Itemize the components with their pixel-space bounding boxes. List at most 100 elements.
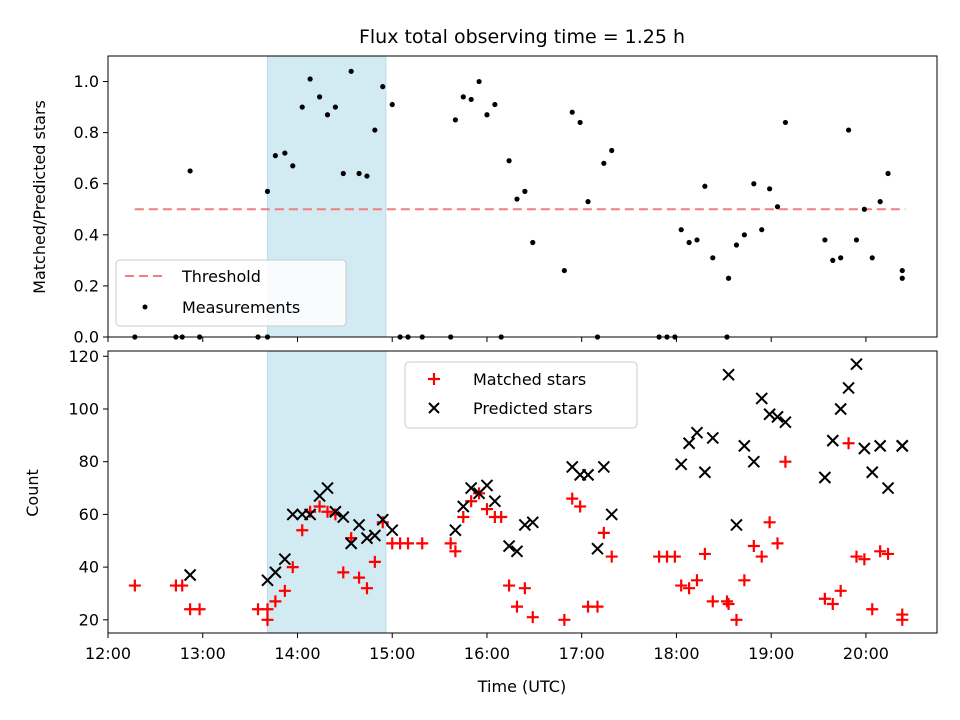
predicted-star-point <box>706 431 719 445</box>
measurement-point <box>733 242 740 248</box>
measurement-point <box>741 232 747 238</box>
predicted-star-point <box>368 529 382 542</box>
predicted-star-point <box>183 568 197 582</box>
predicted-star-point <box>779 415 792 429</box>
measurement-point <box>290 163 296 169</box>
y-tick-label: 20 <box>79 610 99 629</box>
predicted-star-point <box>464 481 478 495</box>
matched-star-point <box>683 582 696 595</box>
matched-star-point <box>574 500 587 513</box>
matched-star-point <box>296 524 309 537</box>
measurement-point <box>356 170 362 177</box>
matched-star-point <box>526 611 539 624</box>
matched-star-point <box>597 526 610 539</box>
predicted-star-point <box>337 510 350 524</box>
matched-star-point <box>858 553 871 566</box>
count-points <box>128 357 909 626</box>
bottom-axes-frame <box>107 350 938 634</box>
predicted-star-point <box>850 357 863 371</box>
measurement-point <box>389 101 395 108</box>
matched-star-point <box>763 516 776 529</box>
matched-star-point <box>449 545 462 558</box>
matched-star-point <box>402 537 415 550</box>
matched-star-point <box>360 582 373 595</box>
matched-star-point <box>818 592 831 605</box>
matched-star-point <box>850 550 863 563</box>
measurement-point <box>686 239 692 246</box>
matched-star-point <box>834 584 847 597</box>
top-legend-box <box>115 259 347 327</box>
matched-star-point <box>337 566 350 579</box>
predicted-star-point <box>842 381 855 395</box>
bottom-panel: 20 40 60 80 100 120 12:00 13:00 14:00 15:00 16:00… <box>23 347 938 696</box>
predicted-star-point <box>286 508 299 521</box>
matched-star-point <box>193 603 206 616</box>
predicted-star-point <box>698 466 712 479</box>
predicted-star-point <box>866 466 879 479</box>
measurement-point <box>702 183 708 189</box>
y-tick-label: 0.0 <box>74 328 99 347</box>
predicted-star-point <box>352 518 366 532</box>
predicted-star-point <box>597 460 611 474</box>
matched-star-point <box>738 574 751 587</box>
matched-star-point <box>368 555 381 568</box>
matched-star-point <box>566 492 579 505</box>
matched-star-point <box>261 613 274 626</box>
x-tick-label: 13:00 <box>180 644 226 663</box>
measurements-legend-label: Measurements <box>182 298 300 317</box>
measurement-point <box>822 237 828 243</box>
measurement-point <box>725 275 732 281</box>
matched-star-point <box>510 600 523 613</box>
measurement-point <box>187 168 193 174</box>
bottom-y-ticks: 20 40 60 80 100 120 <box>68 347 108 629</box>
predicted-star-point <box>771 410 784 424</box>
predicted-star-point <box>376 513 389 526</box>
matched-star-point <box>591 600 604 613</box>
predicted-star-point <box>591 542 604 555</box>
measurement-point <box>332 104 338 110</box>
predicted-star-point <box>873 439 887 453</box>
predicted-star-point <box>755 392 768 405</box>
y-tick-label: 40 <box>79 558 99 577</box>
matched-star-point <box>278 584 291 597</box>
predicted-star-point <box>747 455 761 468</box>
measurement-point <box>299 104 305 110</box>
matched-star-point <box>882 547 895 560</box>
matched-star-point <box>605 550 618 563</box>
x-tick-label: 17:00 <box>559 644 605 663</box>
matched-star-point <box>495 511 508 524</box>
predicted-star-point <box>386 524 399 537</box>
predicted-star-point <box>526 516 539 529</box>
bottom-legend: Matched stars Predicted stars <box>404 361 638 429</box>
bottom-y-axis-label: Count <box>23 469 42 517</box>
measurement-point <box>853 237 860 243</box>
predicted-star-point <box>730 518 743 532</box>
predicted-star-point <box>834 402 847 416</box>
measurement-point <box>468 96 474 103</box>
y-tick-label: 80 <box>79 452 99 471</box>
x-tick-label: 16:00 <box>464 644 510 663</box>
matched-star-point <box>779 455 792 468</box>
matched-star-point <box>176 579 189 592</box>
measurement-point <box>601 160 607 166</box>
y-tick-label: 1.0 <box>74 72 99 91</box>
matched-star-point <box>321 505 334 518</box>
predicted-star-point <box>605 508 618 521</box>
x-axis-label: Time (UTC) <box>477 677 566 696</box>
measurement-point <box>585 199 591 205</box>
predicted-star-point <box>682 437 696 450</box>
matched-star-point <box>842 437 855 450</box>
matched-star-point <box>558 613 571 626</box>
matched-legend-swatch <box>428 373 440 385</box>
y-tick-label: 0.4 <box>74 225 99 244</box>
bottom-legend-box <box>404 361 638 429</box>
measurement-point <box>885 170 891 177</box>
measurement-point <box>372 127 378 133</box>
predicted-star-point <box>488 495 502 508</box>
measurement-point <box>767 186 773 192</box>
measurement-point <box>484 112 490 118</box>
measurement-point <box>830 257 836 263</box>
measurement-point <box>759 227 765 233</box>
top-legend: Threshold Measurements <box>115 259 347 327</box>
